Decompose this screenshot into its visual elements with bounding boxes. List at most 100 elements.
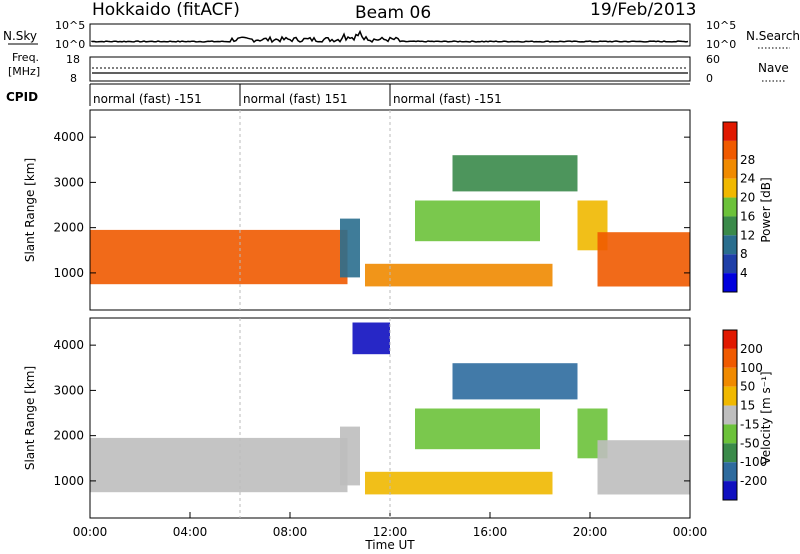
- colorbar-tick-label: 50: [740, 380, 755, 394]
- colorbar-tick-label: 100: [740, 361, 763, 375]
- nsearch-tick-top: 10^5: [706, 19, 736, 32]
- cpid-segment-label: normal (fast) 151: [243, 92, 347, 106]
- colorbar-frame: [722, 329, 738, 501]
- nsky-trace: [91, 29, 689, 44]
- colorbar-swatch: [723, 443, 737, 463]
- colorbar-tick-label: -15: [740, 417, 760, 431]
- x-tick-label: 04:00: [173, 525, 208, 539]
- colorbar-swatch: [723, 424, 737, 444]
- colorbar-swatch: [723, 235, 737, 255]
- colorbar-swatch: [723, 122, 737, 141]
- heatmap-region: [597, 440, 690, 495]
- heatmap-region: [452, 155, 578, 192]
- heatmap-region: [365, 263, 553, 287]
- heatmap-region: [415, 200, 540, 242]
- freq-label-line2: [MHz]: [8, 65, 40, 78]
- power-colorbar: 4 8 12 16 20 24 28: [722, 121, 755, 293]
- y-tick-label: 4000: [53, 338, 84, 352]
- x-tick-label: 00:00: [673, 525, 708, 539]
- power-ylabel: Slant Range [km]: [23, 158, 37, 262]
- x-tick-label: 16:00: [473, 525, 508, 539]
- power-yticks: 1000 2000 3000 4000: [53, 130, 690, 280]
- nsky-label: N.Sky: [3, 29, 37, 43]
- freq-tick-bottom: 8: [70, 72, 77, 85]
- freq-tick-top: 18: [66, 53, 80, 66]
- colorbar-swatch: [723, 462, 737, 482]
- heatmap-region: [90, 229, 348, 285]
- power-colorbar-label: Power [dB]: [759, 177, 773, 242]
- x-tick-label: 00:00: [73, 525, 108, 539]
- nave-tick-top: 60: [706, 53, 720, 66]
- colorbar-tick-label: -100: [740, 455, 767, 469]
- colorbar-swatch: [723, 159, 737, 179]
- nsearch-tick-bottom: 10^0: [706, 38, 736, 51]
- colorbar-tick-label: 200: [740, 342, 763, 356]
- heatmap-region: [365, 471, 553, 495]
- cpid-segments: normal (fast) -151 normal (fast) 151 norma…: [89, 84, 502, 106]
- colorbar-tick-label: -50: [740, 436, 760, 450]
- freq-frame: [89, 56, 691, 82]
- colorbar-tick-label: 12: [740, 228, 755, 242]
- colorbar-swatch: [723, 330, 737, 349]
- colorbar-swatch: [723, 178, 737, 198]
- nsky-frame: [89, 23, 691, 47]
- beam-title: Beam 06: [355, 3, 431, 23]
- colorbar-swatch: [723, 386, 737, 406]
- nsky-panel: N.Sky 10^5 10^0 10^5 10^0 N.Search: [3, 19, 800, 51]
- cpid-label: CPID: [6, 90, 38, 104]
- velocity-colorbar: 200 100 50 15 -15 -50 -100 -200: [722, 329, 767, 501]
- y-tick-label: 2000: [53, 429, 84, 443]
- nave-tick-bottom: 0: [706, 72, 713, 85]
- x-axis-label: Time UT: [364, 538, 415, 552]
- station-title: Hokkaido (fitACF): [92, 0, 240, 20]
- y-tick-label: 4000: [53, 130, 84, 144]
- nave-label: Nave: [758, 61, 789, 75]
- colorbar-swatch: [723, 140, 737, 160]
- nsky-tick-top: 10^5: [55, 19, 85, 32]
- y-tick-label: 2000: [53, 221, 84, 235]
- heatmap-region: [352, 322, 390, 355]
- cpid-panel: CPID normal (fast) -151 normal (fast) 151…: [6, 83, 690, 106]
- heatmap-region: [452, 363, 578, 400]
- colorbar-swatch: [723, 273, 737, 292]
- nsearch-label: N.Search: [746, 29, 800, 43]
- colorbar-tick-label: -200: [740, 474, 767, 488]
- freq-label-line1: Freq.: [12, 51, 39, 64]
- colorbar-swatch: [723, 405, 737, 425]
- colorbar-tick-label: 15: [740, 399, 755, 413]
- y-tick-label: 1000: [53, 266, 84, 280]
- cpid-segment-label: normal (fast) -151: [93, 92, 202, 106]
- colorbar-swatch: [723, 197, 737, 217]
- colorbar-tick-label: 24: [740, 172, 755, 186]
- freq-panel: Freq. [MHz] 18 8 60 0 Nave: [8, 51, 789, 85]
- colorbar-swatch: [723, 216, 737, 236]
- power-cells: [90, 155, 690, 287]
- colorbar-swatch: [723, 348, 737, 368]
- y-tick-label: 3000: [53, 175, 84, 189]
- velocity-cells: [90, 322, 690, 495]
- x-axis-ticks: 00:00 04:00 08:00 12:00 16:00 20:00 00:00: [73, 512, 708, 539]
- power-panel: 1000 2000 3000 4000 Slant Range [km] 4 8 12 16…: [23, 109, 773, 311]
- heatmap-region: [90, 437, 348, 493]
- date-title: 19/Feb/2013: [590, 0, 696, 20]
- velocity-panel: 1000 2000 3000 4000 Slant Range [km] 200 100…: [23, 317, 773, 519]
- velocity-ylabel: Slant Range [km]: [23, 366, 37, 470]
- y-tick-label: 3000: [53, 383, 84, 397]
- x-tick-label: 08:00: [273, 525, 308, 539]
- colorbar-swatch: [723, 254, 737, 274]
- heatmap-region: [597, 232, 690, 287]
- colorbar-frame: [722, 121, 738, 293]
- velocity-colorbar-label: Velocity [m s⁻¹]: [759, 371, 773, 464]
- colorbar-tick-label: 16: [740, 209, 755, 223]
- x-tick-label: 12:00: [373, 525, 408, 539]
- cpid-segment-label: normal (fast) -151: [393, 92, 502, 106]
- colorbar-tick-label: 28: [740, 153, 755, 167]
- heatmap-region: [340, 218, 360, 278]
- colorbar-tick-label: 4: [740, 266, 748, 280]
- nsky-tick-bottom: 10^0: [55, 38, 85, 51]
- heatmap-region: [415, 408, 540, 450]
- y-tick-label: 1000: [53, 474, 84, 488]
- x-tick-label: 20:00: [573, 525, 608, 539]
- colorbar-tick-label: 20: [740, 191, 755, 205]
